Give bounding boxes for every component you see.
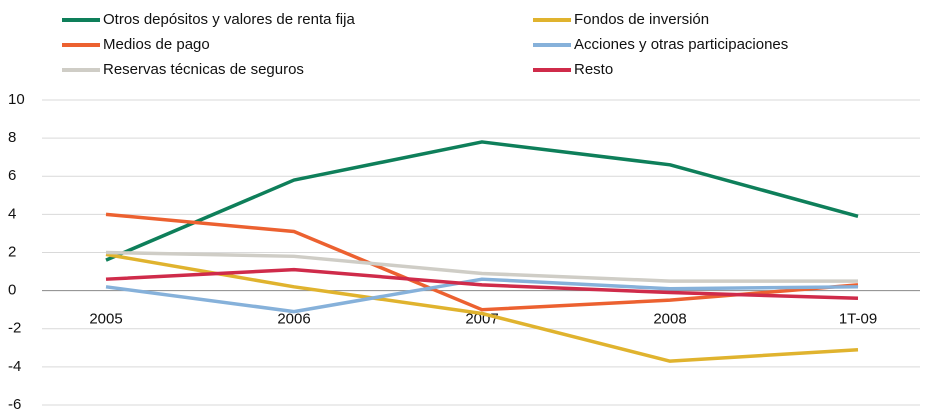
- y-tick-label: 4: [8, 205, 16, 222]
- y-tick-label: 2: [8, 243, 16, 260]
- x-tick-label: 2008: [653, 311, 686, 328]
- y-tick-label: -6: [8, 396, 21, 413]
- x-tick-label: 2006: [277, 311, 310, 328]
- y-tick-label: 0: [8, 282, 16, 299]
- legend-label: Fondos de inversión: [574, 11, 709, 28]
- legend-label: Otros depósitos y valores de renta fija: [103, 11, 355, 28]
- legend-label: Medios de pago: [103, 36, 210, 53]
- legend-label: Resto: [574, 61, 613, 78]
- y-tick-label: -4: [8, 358, 21, 375]
- legend-label: Reservas técnicas de seguros: [103, 61, 304, 78]
- series-line: [105, 140, 859, 262]
- y-tick-label: 8: [8, 129, 16, 146]
- y-tick-label: -2: [8, 320, 21, 337]
- series-line: [105, 250, 858, 283]
- series-line: [105, 252, 859, 363]
- x-tick-label: 1T-09: [839, 311, 877, 328]
- x-tick-label: 2005: [89, 311, 122, 328]
- y-tick-label: 6: [8, 167, 16, 184]
- legend-label: Acciones y otras participaciones: [574, 36, 788, 53]
- series-line: [105, 267, 859, 300]
- y-tick-label: 10: [8, 91, 25, 108]
- series-line: [105, 277, 859, 314]
